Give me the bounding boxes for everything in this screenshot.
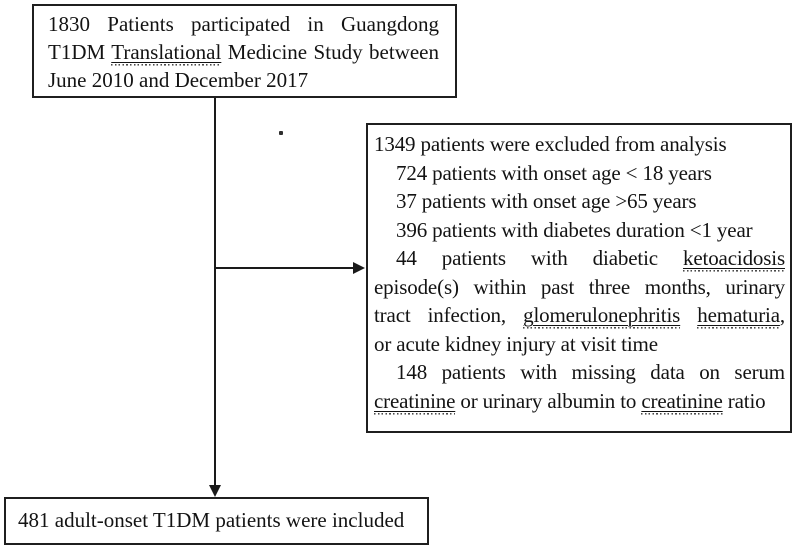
underlined-term: glomerulonephritis	[523, 303, 681, 329]
text-segment: 1349 patients were excluded from analysi…	[374, 132, 727, 156]
stray-dot	[279, 131, 283, 135]
flow-line-vertical	[214, 98, 216, 488]
text-segment: 1830 Patients participated in Guangdong	[48, 12, 439, 36]
inclusion-box: 481 adult-onset T1DM patients were inclu…	[4, 497, 429, 545]
text-line: 1830 Patients participated in Guangdong	[48, 10, 439, 38]
text-segment: 481 adult-onset T1DM patients were inclu…	[18, 508, 405, 532]
text-line: 37 patients with onset age >65 years	[374, 187, 785, 216]
text-line: 396 patients with diabetes duration <1 y…	[374, 216, 785, 245]
text-line: 148 patients with missing data on serum	[374, 358, 785, 387]
underlined-term: hematuria	[697, 303, 780, 329]
underlined-term: creatinine	[641, 388, 723, 415]
text-segment: June 2010 and December 2017	[48, 68, 309, 92]
text-line: 1349 patients were excluded from analysi…	[374, 130, 785, 159]
text-line: tract infection, glomerulonephritis hema…	[374, 301, 785, 330]
text-line: 724 patients with onset age < 18 years	[374, 159, 785, 188]
text-segment: 37 patients with onset age >65 years	[396, 189, 697, 213]
text-segment: 44 patients with diabetic	[396, 246, 683, 270]
enrollment-box: 1830 Patients participated in Guangdong T…	[32, 4, 457, 98]
text-segment: or acute kidney injury at visit time	[374, 331, 658, 356]
text-line: 44 patients with diabetic ketoacidosis	[374, 244, 785, 273]
text-segment: tract infection,	[374, 303, 524, 327]
text-line: June 2010 and December 2017	[48, 66, 439, 94]
text-segment: ratio	[722, 388, 766, 413]
right-arrowhead-icon	[353, 262, 365, 274]
text-segment: or urinary albumin to	[455, 388, 642, 413]
text-segment: Medicine Study between	[221, 40, 440, 64]
flow-line-branch	[215, 267, 354, 269]
text-line: T1DM Translational Medicine Study betwee…	[48, 38, 439, 66]
underlined-term: Translational	[111, 40, 222, 66]
text-segment: 396 patients with diabetes duration <1 y…	[396, 217, 753, 242]
text-segment: ,	[779, 303, 785, 327]
exclusion-box: 1349 patients were excluded from analysi…	[366, 123, 792, 433]
text-segment: 724 patients with onset age < 18 years	[396, 160, 712, 185]
text-segment: 148 patients with missing data on serum	[396, 360, 785, 384]
underlined-term: creatinine	[374, 388, 456, 415]
text-line: or acute kidney injury at visit time	[374, 330, 785, 359]
text-segment: T1DM	[48, 40, 112, 64]
text-line: episode(s) within past three months, uri…	[374, 273, 785, 302]
underlined-term: ketoacidosis	[682, 246, 785, 272]
down-arrowhead-icon	[209, 485, 221, 497]
text-segment	[680, 303, 697, 327]
text-line: creatinine or urinary albumin to creatin…	[374, 387, 785, 416]
text-line: 481 adult-onset T1DM patients were inclu…	[18, 506, 419, 535]
text-segment: episode(s) within past three months, uri…	[374, 274, 785, 299]
